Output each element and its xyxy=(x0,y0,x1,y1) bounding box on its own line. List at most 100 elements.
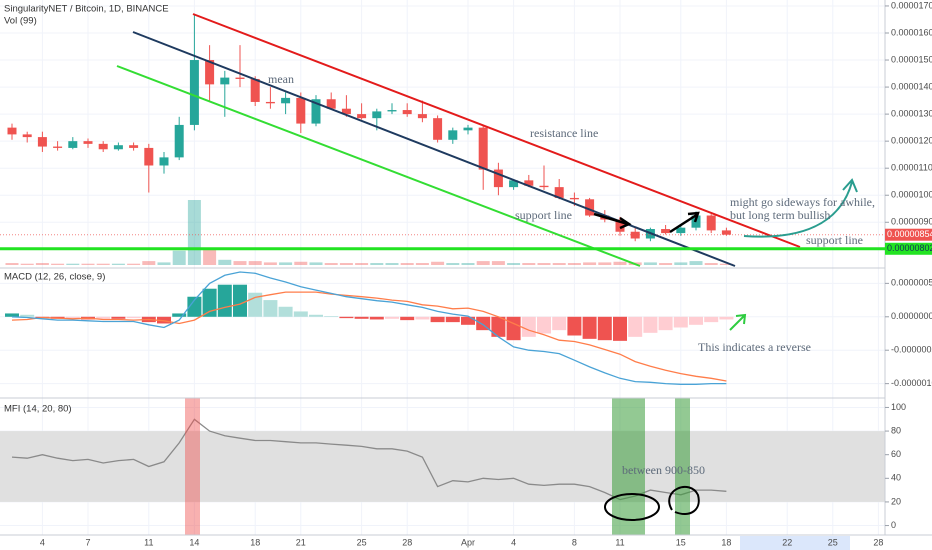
candle-body xyxy=(53,146,63,148)
volume-bar xyxy=(127,263,141,265)
candle-body xyxy=(7,127,17,135)
volume-bar xyxy=(719,263,733,265)
x-tick-label: 4 xyxy=(40,537,45,547)
x-tick-label: 25 xyxy=(357,537,367,547)
candle-body xyxy=(417,114,427,119)
x-tick-label: 22 xyxy=(782,537,792,547)
x-tick-label: 7 xyxy=(85,537,90,547)
candle-body xyxy=(402,110,412,115)
resistance-trendline xyxy=(192,13,801,248)
highlight xyxy=(185,398,200,535)
volume-bar xyxy=(233,261,247,265)
volume-bar xyxy=(142,261,156,265)
volume-bar xyxy=(248,261,262,265)
histogram-bar xyxy=(537,316,551,334)
candle-body xyxy=(98,143,108,150)
volume-bar xyxy=(446,263,460,265)
circle-mark xyxy=(668,485,700,515)
histogram-bar xyxy=(309,314,323,317)
last-price-label: 0.00000854 xyxy=(887,229,932,239)
volume-bar xyxy=(659,263,673,265)
histogram-bar xyxy=(491,316,506,337)
volume-bar xyxy=(81,263,95,265)
histogram-bar xyxy=(628,316,643,337)
annotation: This indicates a reverse xyxy=(698,340,811,354)
volume-bar xyxy=(96,263,110,265)
volume-bar xyxy=(5,263,19,265)
candle-body xyxy=(372,111,382,119)
arrow xyxy=(729,313,747,331)
histogram-bar xyxy=(658,316,673,331)
candle-body xyxy=(83,141,93,144)
candle-body xyxy=(341,108,351,115)
support-price-label: 0.00000802 xyxy=(887,243,932,253)
x-tick-label: 14 xyxy=(189,537,199,547)
x-tick-label: 28 xyxy=(873,537,883,547)
y-tick-label: 40 xyxy=(891,473,901,483)
highlight xyxy=(675,398,690,535)
volume-bar xyxy=(294,261,308,265)
histogram-bar xyxy=(400,316,415,321)
histogram-bar xyxy=(111,316,126,319)
volume-bar xyxy=(309,262,323,265)
candle-body xyxy=(554,187,564,198)
candle-body xyxy=(68,141,78,148)
volume-bar xyxy=(598,262,612,265)
annotation: but long term bullish xyxy=(730,208,830,222)
y-tick-label: 60 xyxy=(891,449,901,459)
histogram-bar xyxy=(263,300,278,317)
histogram-bar xyxy=(187,296,202,317)
mfi-band xyxy=(0,431,885,502)
candle-body xyxy=(189,60,199,125)
histogram-bar xyxy=(643,316,658,333)
candle-body xyxy=(524,180,534,186)
histogram-bar xyxy=(552,316,567,331)
volume-bar xyxy=(689,261,703,265)
candle-body xyxy=(129,145,139,148)
x-tick-label: Apr xyxy=(461,537,475,547)
volume-bar xyxy=(35,263,49,265)
histogram-bar xyxy=(96,316,111,319)
histogram-bar xyxy=(5,313,19,317)
x-tick-label: 11 xyxy=(615,537,624,547)
volume-bar xyxy=(522,263,536,265)
volume-bar xyxy=(674,262,688,265)
volume-bar xyxy=(218,259,232,265)
histogram-bar xyxy=(293,311,308,317)
volume-bar xyxy=(583,262,597,265)
volume-bar xyxy=(476,261,490,265)
volume-bar xyxy=(643,262,657,265)
candle-body xyxy=(493,169,503,188)
y-tick-label: 20 xyxy=(891,496,901,506)
histogram-bar xyxy=(217,284,232,317)
volume-bar xyxy=(339,263,353,265)
volume-bar xyxy=(324,263,338,265)
volume-bar xyxy=(355,263,369,265)
histogram-bar xyxy=(385,316,399,319)
x-tick-label: 28 xyxy=(402,537,412,547)
volume-bar xyxy=(172,250,186,265)
arrow xyxy=(669,211,700,234)
histogram-bar xyxy=(445,316,460,323)
chart-title: SingularityNET / Bitcoin, 1D, BINANCE xyxy=(4,4,169,15)
candle-body xyxy=(37,137,47,147)
mfi-line xyxy=(11,418,727,501)
y-tick-label: 80 xyxy=(891,425,901,435)
volume-bar xyxy=(187,200,201,265)
histogram-bar xyxy=(415,316,430,320)
candle-body xyxy=(433,118,443,140)
x-tick-label: 8 xyxy=(572,537,577,547)
histogram-bar xyxy=(324,316,339,317)
volume-title: Vol (99) xyxy=(4,16,37,27)
volume-bar xyxy=(51,263,65,265)
histogram-bar xyxy=(20,314,35,317)
support-trendline xyxy=(116,65,641,267)
histogram-bar xyxy=(369,316,384,320)
